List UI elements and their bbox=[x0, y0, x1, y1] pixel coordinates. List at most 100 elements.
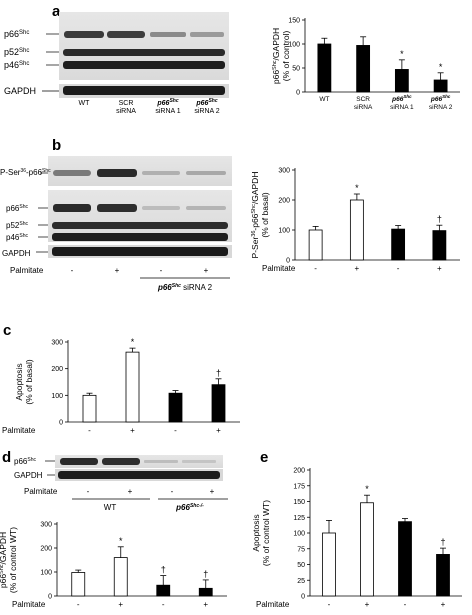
blot-d-bands bbox=[58, 458, 220, 479]
bar bbox=[349, 199, 364, 261]
y-tick-label: 200 bbox=[51, 366, 63, 373]
y-tick-label: 300 bbox=[278, 168, 290, 175]
band bbox=[186, 171, 226, 175]
x-tick-label: p66Shc bbox=[430, 94, 451, 103]
y-axis-label: p66Shc/GAPDH bbox=[0, 532, 8, 588]
lane-label: WT bbox=[79, 100, 91, 107]
blot-d-band-labels: p66Shc GAPDH bbox=[14, 457, 55, 480]
lane-label: p66Shc bbox=[156, 98, 178, 107]
bar bbox=[398, 521, 412, 597]
band-label: p66Shc bbox=[6, 204, 28, 213]
x-tick-label: - bbox=[174, 426, 177, 435]
y-axis-label: p66Shc/GAPDH bbox=[271, 28, 281, 84]
lane-sign: - bbox=[87, 487, 90, 496]
significance-marker: † bbox=[437, 214, 442, 224]
y-tick-label: 125 bbox=[293, 515, 305, 522]
lane-label: SCR bbox=[119, 100, 134, 107]
bar bbox=[71, 572, 86, 597]
bar bbox=[322, 532, 336, 597]
y-tick-label: 200 bbox=[293, 468, 305, 475]
band bbox=[63, 61, 225, 69]
bar bbox=[394, 69, 409, 93]
band bbox=[97, 204, 137, 212]
chart-d: 0 100 200 300 * † † - + - + Palmitate p66Shc/GAPDH (%… bbox=[0, 522, 227, 609]
y-tick-label: 50 bbox=[292, 66, 300, 73]
y-tick-label: 100 bbox=[288, 42, 300, 49]
x-tick-label: - bbox=[314, 264, 317, 273]
bar bbox=[436, 554, 450, 597]
lane-label: siRNA bbox=[116, 108, 136, 115]
palmitate-label: Palmitate bbox=[12, 600, 46, 609]
y-tick-label: 200 bbox=[278, 198, 290, 205]
x-tick-label: SCR bbox=[356, 96, 370, 103]
x-tick-label: + bbox=[216, 426, 221, 435]
bar bbox=[391, 228, 406, 261]
x-tick-label: p66Shc bbox=[391, 94, 412, 103]
significance-marker: † bbox=[440, 537, 445, 547]
band-label: GAPDH bbox=[2, 249, 31, 258]
band-label: p46Shc bbox=[6, 233, 28, 242]
y-tick-label: 200 bbox=[40, 546, 52, 553]
x-tick-label: + bbox=[441, 600, 446, 609]
significance-marker: * bbox=[355, 183, 359, 193]
lane-label: siRNA 2 bbox=[194, 108, 219, 115]
lane-sign: - bbox=[71, 266, 74, 275]
y-axis-label: (% of control) bbox=[281, 31, 291, 82]
lane-sign: - bbox=[160, 266, 163, 275]
band bbox=[63, 86, 225, 95]
band-label: GAPDH bbox=[4, 86, 36, 96]
band-label: GAPDH bbox=[14, 471, 43, 480]
bar bbox=[211, 384, 226, 423]
x-tick-label: siRNA bbox=[354, 104, 373, 111]
x-tick-label: - bbox=[77, 600, 80, 609]
band-label: p46Shc bbox=[4, 60, 29, 70]
panel-a-letter: a bbox=[52, 3, 61, 20]
blot-b-lane-signs: Palmitate - + - + p66Shc siRNA 2 bbox=[10, 266, 230, 292]
lane-sign: + bbox=[204, 266, 209, 275]
x-tick-label: + bbox=[118, 600, 123, 609]
bar bbox=[317, 43, 332, 93]
band bbox=[190, 32, 224, 37]
band bbox=[53, 170, 91, 176]
palmitate-label: Palmitate bbox=[262, 264, 296, 273]
y-tick-label: 100 bbox=[51, 393, 63, 400]
x-tick-label: - bbox=[328, 600, 331, 609]
y-tick-label: 300 bbox=[40, 522, 52, 529]
blot-a-lane-labels: WT SCR siRNA p66Shc siRNA 1 p66Shc siRNA… bbox=[79, 98, 220, 115]
x-tick-label: - bbox=[88, 426, 91, 435]
x-tick-label: + bbox=[355, 264, 360, 273]
band bbox=[64, 31, 104, 38]
bar bbox=[125, 351, 140, 423]
panel-e: e 0 25 50 75 100 125 150 175 200 * † - + - + Palmitate A… bbox=[251, 449, 462, 609]
lane-label: p66Shc bbox=[195, 98, 217, 107]
bar bbox=[168, 392, 183, 423]
y-tick-label: 300 bbox=[51, 340, 63, 347]
lane-sign: + bbox=[128, 487, 133, 496]
blot-a-membrane bbox=[59, 12, 229, 80]
chart-b: 0 100 200 300 * † - + - + PalmitateP-Ser36-p66Shc/… bbox=[250, 168, 460, 273]
bar bbox=[113, 557, 128, 597]
bar bbox=[433, 79, 448, 93]
panel-b: b P-Ser36-p66Shc p66Shc p52Shc bbox=[0, 137, 460, 292]
significance-marker: * bbox=[400, 49, 404, 59]
panel-d-blot: p66Shc GAPDH Palmitate - + - + WT p66Shc… bbox=[14, 455, 228, 512]
significance-marker: * bbox=[365, 484, 369, 494]
band bbox=[142, 171, 180, 175]
panel-a: a p66Shc p52Shc p46Shc GAPDH bbox=[4, 3, 460, 115]
band bbox=[182, 460, 216, 463]
x-tick-label: + bbox=[130, 426, 135, 435]
band bbox=[150, 32, 186, 37]
band bbox=[186, 206, 226, 210]
bar bbox=[432, 230, 447, 261]
x-tick-label: - bbox=[397, 264, 400, 273]
x-tick-label: siRNA 1 bbox=[390, 104, 414, 111]
y-axis-label: (% of control WT) bbox=[8, 527, 18, 593]
bar bbox=[82, 394, 97, 423]
y-tick-label: 100 bbox=[293, 531, 305, 538]
lane-sign: - bbox=[171, 487, 174, 496]
panel-d-letter: d bbox=[2, 449, 11, 466]
y-tick-label: 0 bbox=[301, 594, 305, 601]
y-tick-label: 175 bbox=[293, 483, 305, 490]
